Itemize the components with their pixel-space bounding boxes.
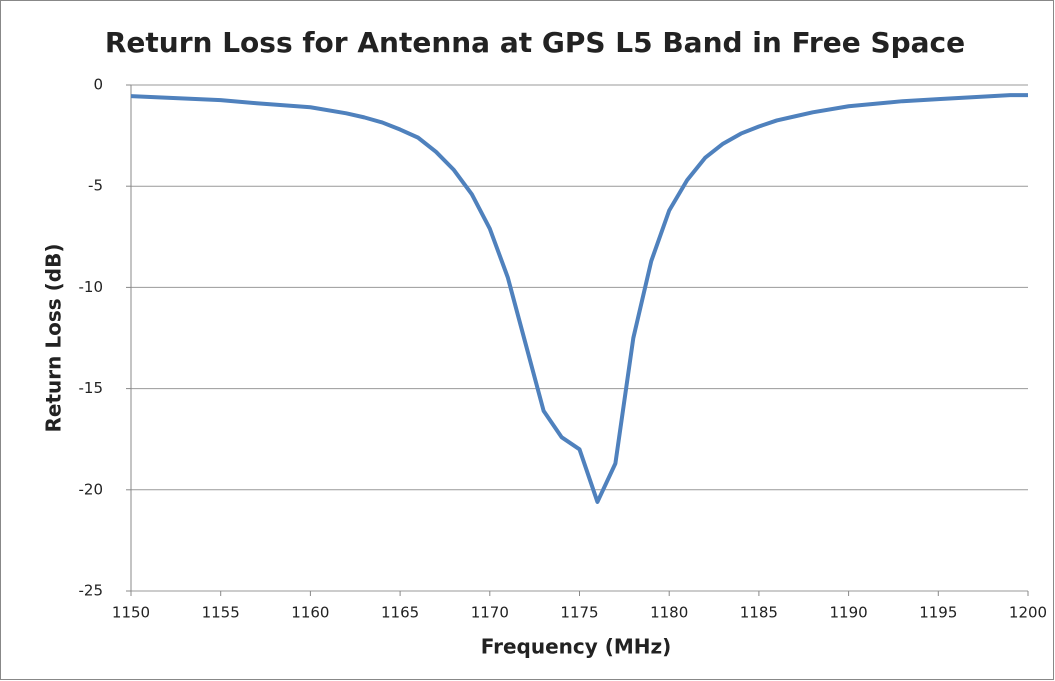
- x-tick-label: 1155: [202, 604, 240, 622]
- y-tick-label: -10: [79, 278, 104, 296]
- y-tick-label: -25: [79, 582, 104, 600]
- x-tick-label: 1175: [560, 604, 598, 622]
- y-axis-label: Return Loss (dB): [42, 244, 66, 433]
- y-tick-label: 0: [93, 76, 103, 94]
- chart-title: Return Loss for Antenna at GPS L5 Band i…: [105, 26, 965, 59]
- y-tick-label: -5: [88, 177, 103, 195]
- x-tick-label: 1195: [919, 604, 957, 622]
- x-tick-label: 1190: [830, 604, 868, 622]
- x-tick-label: 1185: [740, 604, 778, 622]
- x-tick-label: 1180: [650, 604, 688, 622]
- x-axis-label: Frequency (MHz): [481, 635, 672, 659]
- x-tick-label: 1200: [1009, 604, 1047, 622]
- x-tick-label: 1165: [381, 604, 419, 622]
- x-tick-label: 1170: [471, 604, 509, 622]
- x-tick-label: 1150: [112, 604, 150, 622]
- y-tick-label: -20: [79, 480, 104, 498]
- y-tick-label: -15: [79, 379, 104, 397]
- data-line: [130, 93, 1028, 504]
- x-tick-label: 1160: [291, 604, 329, 622]
